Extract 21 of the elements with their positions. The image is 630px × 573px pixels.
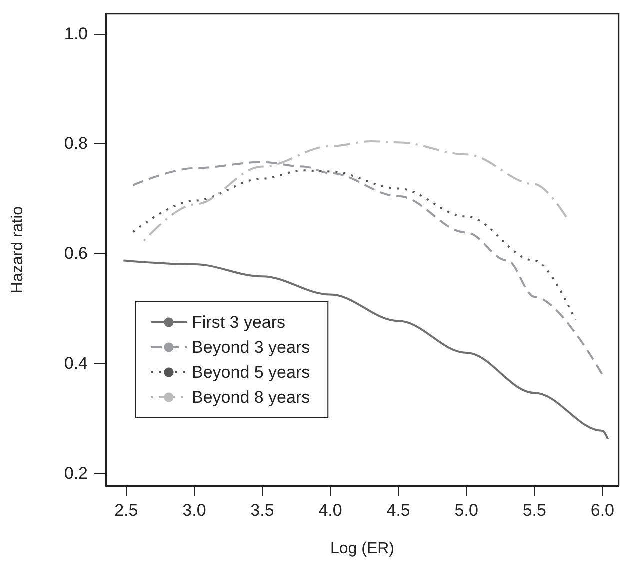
x-tick-label: 2.5 bbox=[114, 501, 138, 520]
x-tick-label: 5.5 bbox=[522, 501, 546, 520]
line-series bbox=[143, 140, 570, 242]
x-tick-label: 4.0 bbox=[318, 501, 342, 520]
x-tick-label: 4.5 bbox=[386, 501, 410, 520]
line-series bbox=[122, 260, 610, 440]
y-axis-title: Hazard ratio bbox=[10, 206, 26, 294]
x-tick-label: 5.0 bbox=[454, 501, 478, 520]
legend-label: Beyond 5 years bbox=[192, 363, 310, 382]
x-tick-label: 3.0 bbox=[182, 501, 206, 520]
x-tick-label: 6.0 bbox=[590, 501, 614, 520]
legend-label: First 3 years bbox=[192, 313, 286, 332]
y-tick-label: 0.6 bbox=[64, 244, 88, 264]
x-tick-label: 3.5 bbox=[250, 501, 274, 520]
legend-label: Beyond 3 years bbox=[192, 338, 310, 357]
y-tick-label: 1.0 bbox=[64, 24, 88, 44]
y-tick-label: 0.4 bbox=[64, 354, 88, 373]
legend-label: Beyond 8 years bbox=[192, 388, 310, 407]
y-tick-label: 0.2 bbox=[64, 464, 88, 483]
x-axis-title: Log (ER) bbox=[330, 540, 395, 558]
y-tick-label: 0.8 bbox=[64, 134, 88, 154]
